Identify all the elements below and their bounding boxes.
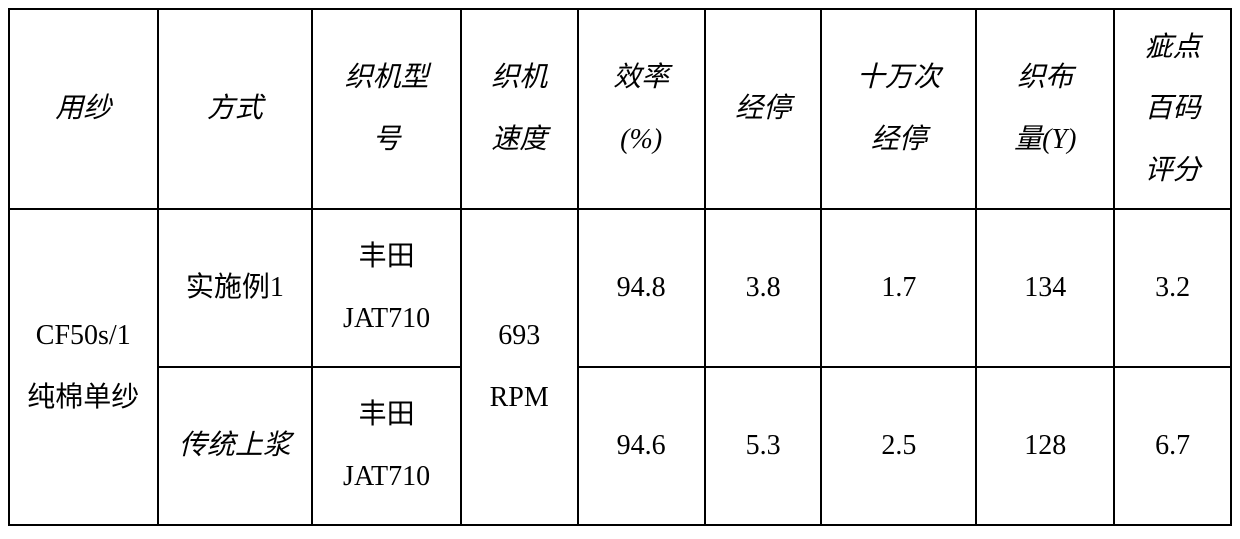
cell-defect-score: 3.2: [1114, 209, 1231, 367]
table-header-row: 用纱 方式 织机型号 织机速度 效率(%) 经停 十万次经停 织布量(Y) 疵点…: [9, 9, 1231, 209]
cell-loom-model: 丰田JAT710: [312, 209, 461, 367]
cell-yarn: CF50s/1纯棉单纱: [9, 209, 158, 525]
cell-fabric-qty: 128: [976, 367, 1114, 525]
cell-loom-model: 丰田JAT710: [312, 367, 461, 525]
table-row: 传统上浆 丰田JAT710 94.6 5.3 2.5 128 6.7: [9, 367, 1231, 525]
cell-method: 传统上浆: [158, 367, 313, 525]
cell-per-100k-stop: 1.7: [821, 209, 976, 367]
cell-defect-score: 6.7: [1114, 367, 1231, 525]
table-row: CF50s/1纯棉单纱 实施例1 丰田JAT710 693RPM 94.8 3.…: [9, 209, 1231, 367]
col-method: 方式: [158, 9, 313, 209]
col-defect-score: 疵点百码评分: [1114, 9, 1231, 209]
col-loom-model: 织机型号: [312, 9, 461, 209]
col-per-100k-stop: 十万次经停: [821, 9, 976, 209]
col-efficiency: 效率(%): [578, 9, 705, 209]
cell-efficiency: 94.8: [578, 209, 705, 367]
cell-loom-speed: 693RPM: [461, 209, 578, 525]
comparison-table: 用纱 方式 织机型号 织机速度 效率(%) 经停 十万次经停 织布量(Y) 疵点…: [8, 8, 1232, 526]
cell-warp-stop: 3.8: [705, 209, 822, 367]
cell-method: 实施例1: [158, 209, 313, 367]
col-loom-speed: 织机速度: [461, 9, 578, 209]
cell-per-100k-stop: 2.5: [821, 367, 976, 525]
cell-efficiency: 94.6: [578, 367, 705, 525]
cell-warp-stop: 5.3: [705, 367, 822, 525]
col-warp-stop: 经停: [705, 9, 822, 209]
col-yarn: 用纱: [9, 9, 158, 209]
col-fabric-qty: 织布量(Y): [976, 9, 1114, 209]
cell-fabric-qty: 134: [976, 209, 1114, 367]
